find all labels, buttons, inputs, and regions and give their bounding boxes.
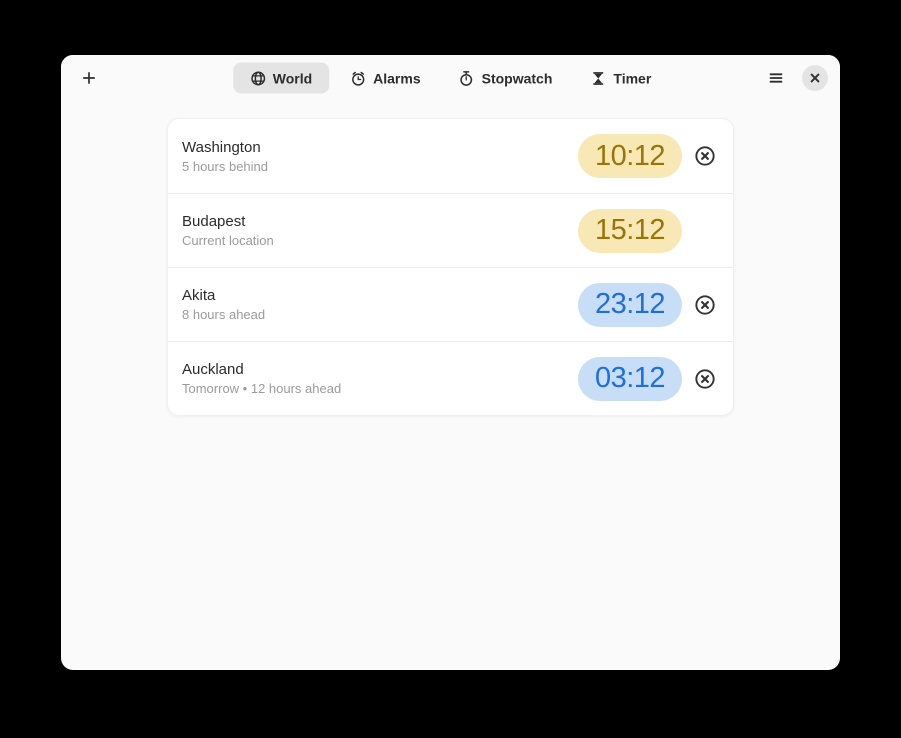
city-name: Akita xyxy=(182,287,216,304)
tab-label: World xyxy=(272,70,313,86)
add-clock-button[interactable] xyxy=(73,62,105,94)
tab-stopwatch[interactable]: Stopwatch xyxy=(442,63,570,94)
close-icon xyxy=(809,72,821,84)
tab-alarms[interactable]: Alarms xyxy=(333,63,437,94)
tab-timer[interactable]: Timer xyxy=(573,63,668,94)
remove-clock-button[interactable] xyxy=(693,367,717,391)
view-switcher: World Alarms Stopwatch Timer xyxy=(232,62,669,94)
remove-icon xyxy=(694,368,716,390)
tab-world[interactable]: World xyxy=(232,62,330,94)
hourglass-icon xyxy=(590,70,606,86)
header-bar: World Alarms Stopwatch Timer xyxy=(61,55,840,101)
time-pill: 10:12 xyxy=(578,134,682,178)
world-clocks-list: Washington 5 hours behind 10:12 Budapest… xyxy=(167,118,734,416)
plus-icon xyxy=(80,69,98,87)
remove-button-spacer xyxy=(693,219,717,243)
city-detail: Current location xyxy=(182,233,274,248)
world-clock-row: Akita 8 hours ahead 23:12 xyxy=(168,267,733,341)
time-pill: 03:12 xyxy=(578,356,682,401)
remove-icon xyxy=(694,145,716,167)
tab-label: Timer xyxy=(613,70,652,86)
globe-icon xyxy=(250,70,266,86)
city-detail: 5 hours behind xyxy=(182,158,269,174)
city-name: Budapest xyxy=(182,213,246,230)
world-view: Washington 5 hours behind 10:12 Budapest… xyxy=(61,101,840,416)
alarm-icon xyxy=(350,70,366,86)
tab-label: Stopwatch xyxy=(481,70,553,86)
city-name: Auckland xyxy=(182,361,244,378)
time-pill: 15:12 xyxy=(578,208,682,253)
remove-clock-button[interactable] xyxy=(693,144,717,168)
header-right xyxy=(760,62,828,94)
remove-icon xyxy=(694,294,716,316)
remove-clock-button[interactable] xyxy=(693,293,717,317)
world-clock-row: Budapest Current location 15:12 xyxy=(168,193,733,267)
clocks-window: World Alarms Stopwatch Timer Washington … xyxy=(61,55,840,670)
window-close-button[interactable] xyxy=(802,65,828,91)
world-clock-row: Auckland Tomorrow • 12 hours ahead 03:12 xyxy=(168,341,733,415)
city-detail: 8 hours ahead xyxy=(182,307,266,322)
tab-label: Alarms xyxy=(373,70,421,86)
city-detail: Tomorrow • 12 hours ahead xyxy=(182,381,342,396)
stopwatch-icon xyxy=(459,70,475,86)
world-clock-row: Washington 5 hours behind 10:12 xyxy=(168,119,733,193)
hamburger-icon xyxy=(768,70,784,86)
menu-button[interactable] xyxy=(760,62,792,94)
city-name: Washington xyxy=(182,138,261,156)
time-pill: 23:12 xyxy=(578,282,682,327)
